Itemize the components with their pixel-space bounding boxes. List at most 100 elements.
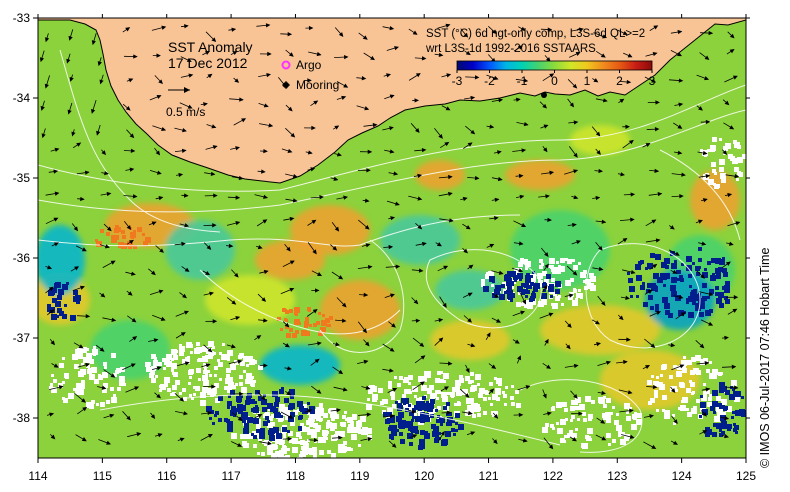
anomaly-pixel [712,390,718,396]
anomaly-pixel [397,383,401,387]
anomaly-pixel [689,380,692,383]
anomaly-pixel [243,356,249,362]
anomaly-pixel [153,360,158,365]
anomaly-pixel [409,411,414,416]
current-arrow-head [182,127,187,133]
current-arrow-head [724,433,729,439]
current-arrow-head [364,341,370,347]
anomaly-pixel [160,384,166,390]
current-arrow-head [419,342,425,347]
anomaly-pixel [86,353,92,359]
current-arrow-head [470,95,476,101]
anomaly-pixel [565,258,568,261]
anomaly-pixel [504,291,507,294]
current-arrow-head [731,364,737,370]
current-arrow-head [412,434,418,439]
current-arrow-head [593,78,599,83]
anomaly-pixel [287,448,290,451]
mooring-legend-label: Mooring [296,78,339,92]
anomaly-pixel [98,375,103,380]
anomaly-pixel [202,387,208,393]
anomaly-pixel [307,307,311,311]
anomaly-pixel [193,386,196,389]
anomaly-pixel [267,449,273,455]
x-tick-label: 124 [672,469,692,483]
anomaly-pixel [408,404,411,407]
anomaly-pixel [735,410,741,416]
anomaly-pixel [534,283,540,289]
current-arrow-head [313,438,319,443]
current-arrow-head [735,221,741,226]
anomaly-pixel [556,402,562,408]
current-arrow-head [49,412,55,417]
anomaly-pixel [441,392,447,398]
anomaly-pixel [504,275,510,281]
anomaly-pixel [124,243,128,247]
anomaly-pixel [675,295,681,301]
anomaly-pixel [655,308,659,312]
anomaly-pixel [575,428,578,431]
anomaly-pixel [443,406,447,410]
current-arrow-head [417,224,423,230]
anomaly-pixel [719,388,724,393]
anomaly-pixel [533,279,536,282]
anomaly-pixel [292,447,298,453]
anomaly-pixel [268,430,273,435]
anomaly-pixel [275,452,278,455]
anomaly-field [38,105,740,410]
anomaly-pixel [402,404,405,407]
anomaly-pixel [704,268,707,271]
anomaly-pixel [544,279,549,284]
anomaly-pixel [289,389,295,395]
colorbar-tick-label: -2 [484,74,495,88]
anomaly-pixel [195,386,200,391]
anomaly-pixel [650,398,655,403]
current-arrow-head [286,246,291,252]
current-arrow-head [53,242,59,247]
anomaly-pixel [632,414,637,419]
anomaly-pixel [312,447,317,452]
current-arrow-head [133,54,138,59]
current-arrow-head [161,25,167,30]
anomaly-pixel [707,149,710,152]
anomaly-pixel [50,383,53,386]
current-arrow-head [156,366,162,371]
anomaly-pixel [295,310,298,313]
current-arrow-head [53,217,59,222]
anomaly-pixel [94,379,99,384]
anomaly-pixel [725,299,730,304]
anomaly-pixel [549,258,555,264]
anomaly-pixel [378,388,383,393]
current-arrow-head [311,219,317,225]
current-arrow-head [235,220,241,226]
anomaly-pixel [198,378,201,381]
y-tick-label: -37 [13,331,31,345]
anomaly-patch [380,215,460,265]
current-arrow-head [732,308,738,313]
current-arrow-head [307,409,313,414]
current-arrow-head [49,309,55,314]
anomaly-pixel [640,285,645,290]
anomaly-pixel [551,303,554,306]
anomaly-patch [255,240,325,280]
anomaly-pixel [288,416,294,422]
anomaly-pixel [564,408,568,412]
anomaly-pixel [710,406,715,411]
current-arrow-head [449,218,454,223]
current-arrow-head [494,197,500,202]
current-arrow-head [598,266,604,272]
anomaly-pixel [173,372,178,377]
current-arrow-head [516,97,521,102]
current-arrow-head [203,102,208,107]
anomaly-pixel [342,415,346,419]
anomaly-pixel [205,372,208,375]
anomaly-pixel [544,429,547,432]
anomaly-pixel [72,354,78,360]
anomaly-pixel [151,366,156,371]
anomaly-pixel [437,371,441,375]
current-arrow-head [725,261,731,266]
current-arrow-head [361,76,367,81]
current-arrow-head [518,45,523,50]
anomaly-pixel [251,383,255,387]
anomaly-pixel [516,403,521,408]
